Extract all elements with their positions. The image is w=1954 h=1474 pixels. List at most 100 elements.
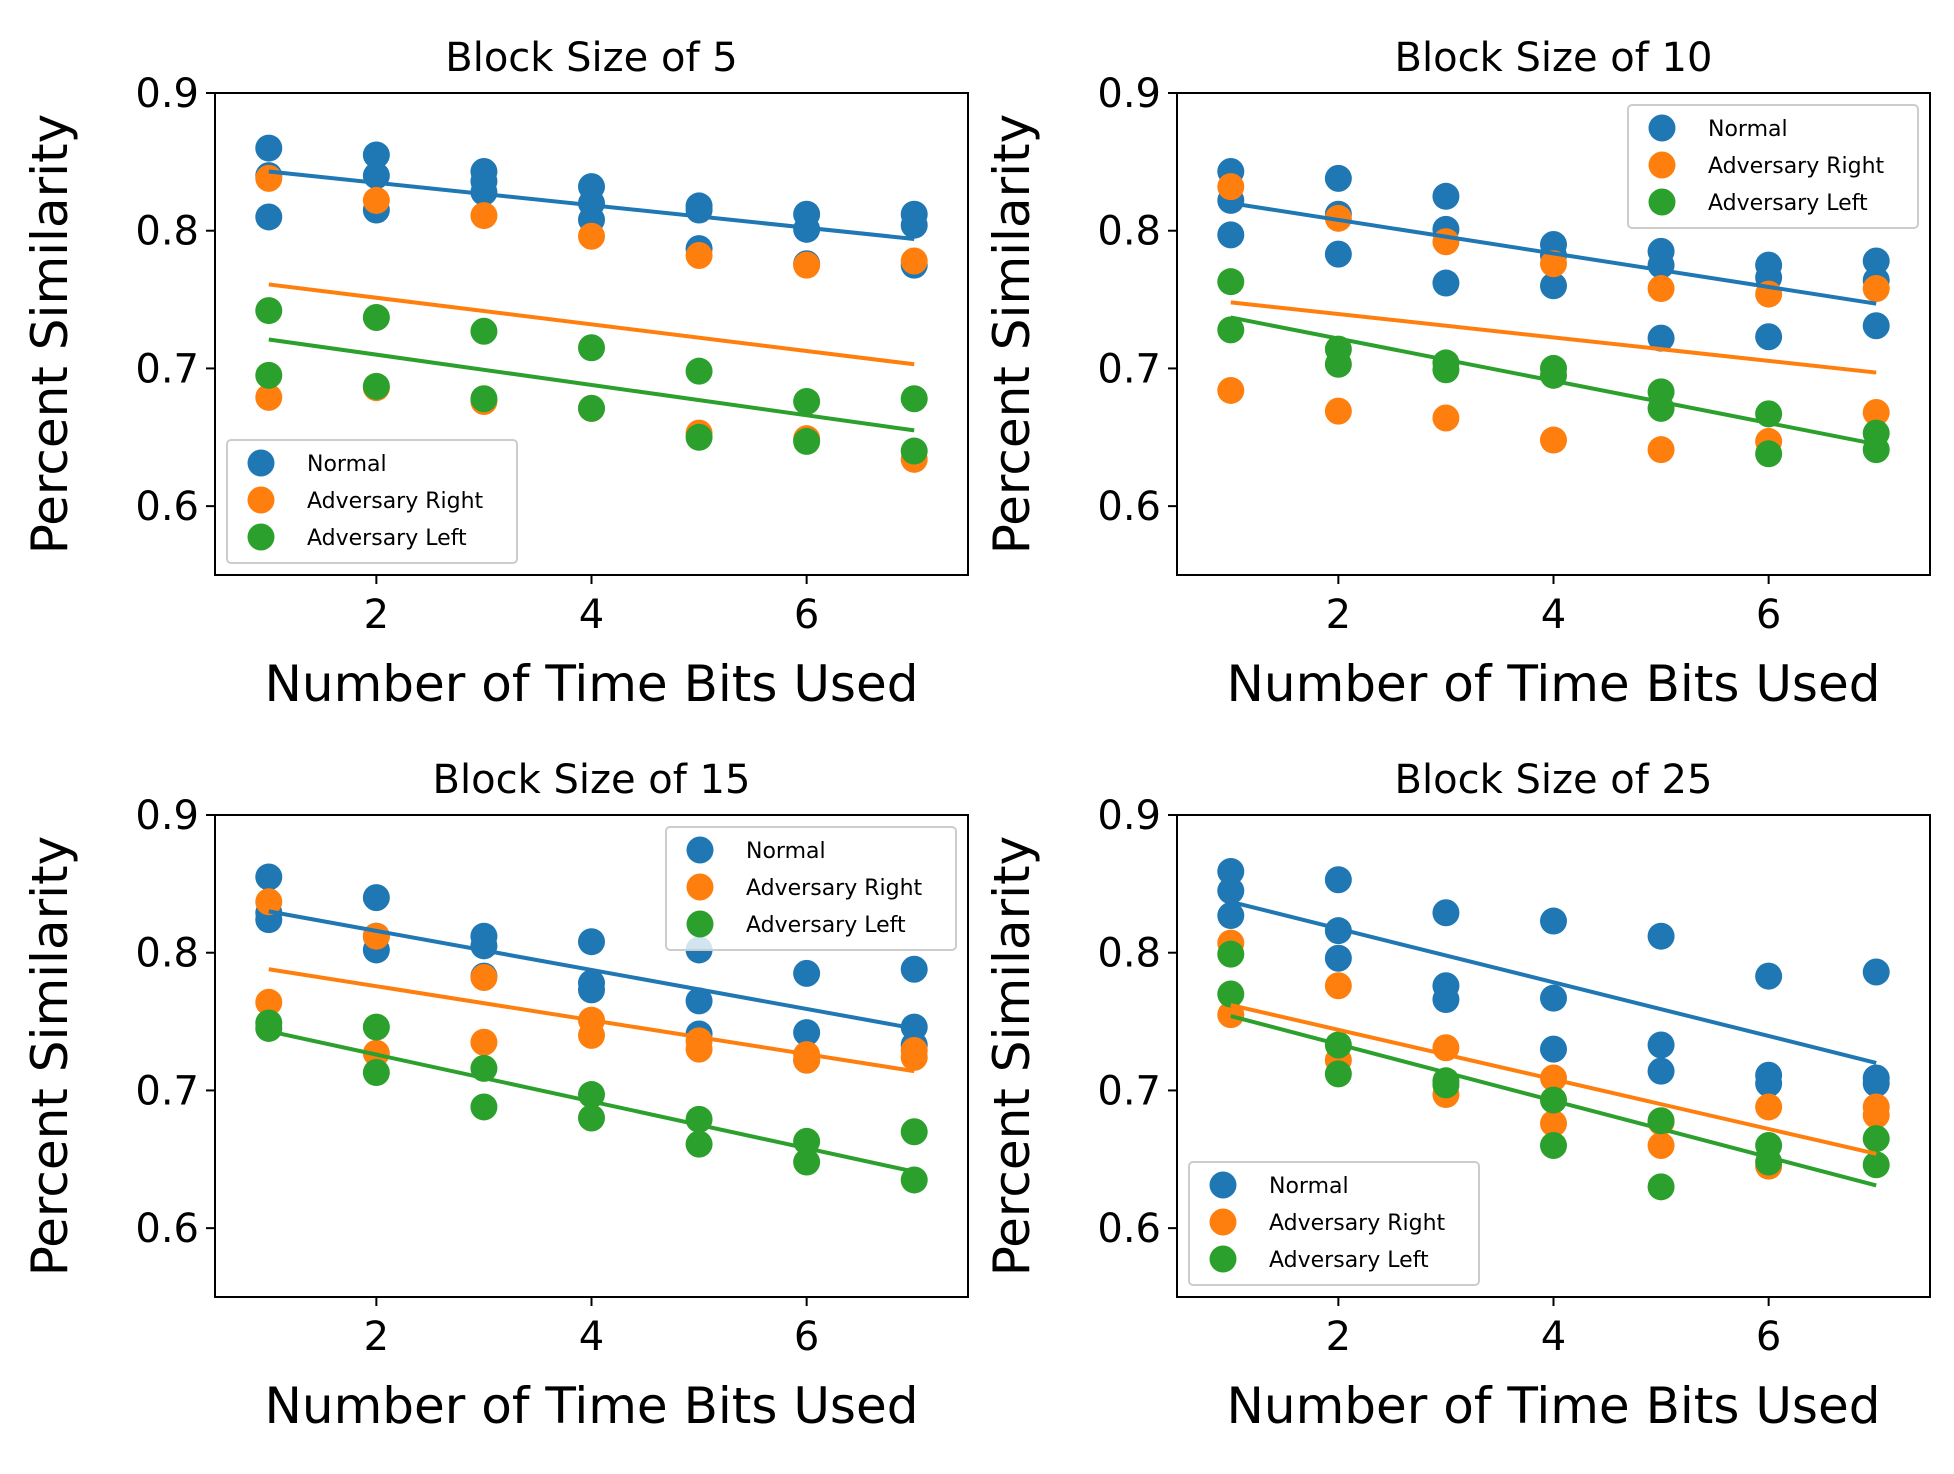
- data-point: [255, 863, 283, 891]
- legend-box: [1188, 1161, 1480, 1286]
- legend-label-adversary-right: Adversary Right: [1708, 154, 1885, 179]
- legend-label-normal: Normal: [1269, 1174, 1349, 1199]
- data-point: [793, 387, 821, 415]
- x-tick-label: 6: [794, 592, 819, 638]
- data-point: [470, 317, 498, 345]
- x-tick-label: 2: [1326, 1314, 1351, 1360]
- trend-line-adversary-left: [268, 337, 915, 433]
- legend-label-adversary-right: Adversary Right: [746, 876, 923, 901]
- chart-title: Block Size of 25: [1395, 757, 1713, 803]
- subplot-block-size-15: Block Size of 15 2 4 6 0.6 0.7 0.8 0.9 Number of…: [21, 757, 969, 1435]
- data-point: [1862, 1125, 1890, 1153]
- data-point: [1217, 376, 1245, 404]
- data-point: [1432, 182, 1460, 210]
- data-point: [1432, 404, 1460, 432]
- data-point: [793, 1148, 821, 1176]
- x-tick-label: 4: [579, 592, 604, 638]
- data-point: [900, 1118, 928, 1146]
- data-point: [1217, 877, 1245, 905]
- data-point: [578, 334, 605, 362]
- data-point: [470, 1093, 498, 1121]
- trend-line-adversary-right: [1230, 300, 1877, 375]
- data-point: [793, 427, 821, 455]
- data-point: [1324, 240, 1352, 268]
- data-point: [362, 1013, 390, 1041]
- data-point: [1862, 958, 1890, 986]
- data-point: [1324, 917, 1352, 945]
- x-tick-label: 2: [1326, 592, 1351, 638]
- y-tick-label: 0.9: [135, 71, 199, 117]
- data-point: [685, 987, 713, 1015]
- y-tick-label: 0.7: [1097, 346, 1161, 392]
- data-point: [685, 196, 713, 224]
- data-point: [1324, 350, 1352, 378]
- data-point: [578, 976, 605, 1004]
- subplot-block-size-5: Block Size of 5 2 4 6 0.6 0.7 0.8 0.9 Number of …: [21, 35, 969, 713]
- y-tick-label: 0.8: [1097, 209, 1161, 255]
- y-tick-label: 0.9: [135, 793, 199, 839]
- chart-title: Block Size of 5: [445, 35, 737, 81]
- y-tick-label: 0.8: [135, 209, 199, 255]
- y-tick-label: 0.8: [1097, 931, 1161, 977]
- data-point: [1647, 1057, 1675, 1085]
- y-tick-label: 0.6: [1097, 1206, 1161, 1252]
- legend-marker-normal: [1648, 114, 1676, 142]
- y-tick-label: 0.6: [1097, 484, 1161, 530]
- data-point: [1432, 899, 1460, 927]
- data-point: [362, 141, 390, 169]
- data-point: [685, 1035, 713, 1063]
- y-tick-label: 0.7: [135, 1068, 199, 1114]
- data-point: [255, 383, 283, 411]
- data-point: [900, 211, 928, 239]
- legend-box: [1627, 104, 1919, 229]
- series-adversary-left: [1217, 940, 1890, 1201]
- data-point: [1647, 922, 1675, 950]
- data-point: [578, 1104, 605, 1132]
- data-point: [255, 361, 283, 389]
- data-point: [1217, 221, 1245, 249]
- y-tick-label: 0.7: [135, 346, 199, 392]
- legend-label-adversary-left: Adversary Left: [1269, 1248, 1429, 1273]
- trend-line-adversary-right: [1230, 1003, 1877, 1156]
- legend-box: [665, 826, 957, 951]
- data-point: [1540, 907, 1567, 935]
- data-point: [1647, 324, 1675, 352]
- data-point: [1432, 269, 1460, 297]
- data-point: [900, 385, 928, 413]
- legend-marker-adversary-right: [1648, 151, 1676, 179]
- data-point: [362, 1059, 390, 1087]
- data-point: [1540, 1109, 1567, 1137]
- data-point: [1540, 361, 1567, 389]
- data-point: [1540, 1132, 1567, 1160]
- data-point: [578, 222, 605, 250]
- data-point: [1755, 440, 1783, 468]
- data-point: [1217, 940, 1245, 968]
- data-point: [1217, 268, 1245, 296]
- legend-marker-normal: [247, 449, 275, 477]
- trend-line-normal: [1230, 201, 1877, 306]
- data-point: [255, 888, 283, 916]
- data-point: [1755, 1093, 1783, 1121]
- legend-marker-adversary-left: [1648, 188, 1676, 216]
- legend: Normal Adversary Right Adversary Left: [1188, 1161, 1480, 1286]
- data-point: [255, 134, 283, 162]
- data-point: [1862, 1070, 1890, 1098]
- data-point: [1755, 1070, 1783, 1098]
- y-tick-label: 0.8: [135, 931, 199, 977]
- legend-label-adversary-right: Adversary Right: [1269, 1211, 1446, 1236]
- trend-line-normal: [268, 169, 915, 241]
- legend: Normal Adversary Right Adversary Left: [226, 439, 518, 564]
- data-point: [1432, 986, 1460, 1014]
- data-point: [362, 372, 390, 400]
- data-point: [1540, 984, 1567, 1012]
- data-point: [1647, 1031, 1675, 1059]
- x-axis-label: Number of Time Bits Used: [1227, 655, 1881, 713]
- legend-marker-adversary-right: [686, 873, 714, 901]
- x-axis-label: Number of Time Bits Used: [265, 655, 919, 713]
- y-axis-label: Percent Similarity: [983, 114, 1041, 554]
- data-point: [685, 423, 713, 451]
- data-point: [900, 247, 928, 275]
- trend-line-adversary-left: [1230, 1014, 1877, 1188]
- legend-marker-adversary-left: [686, 910, 714, 938]
- data-point: [900, 1166, 928, 1194]
